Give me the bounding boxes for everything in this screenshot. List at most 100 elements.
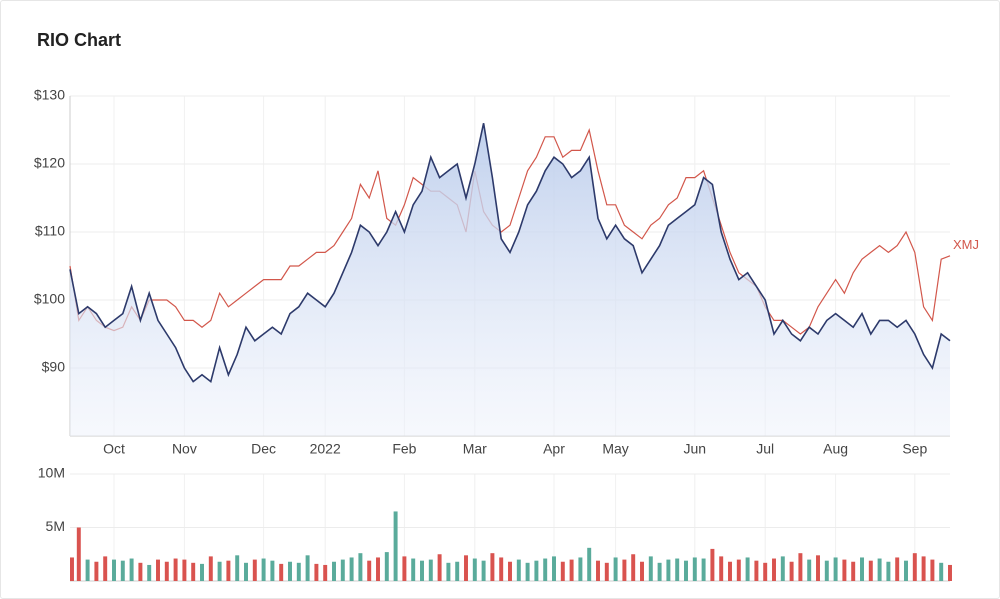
volume-bar — [464, 555, 468, 581]
volume-bar — [648, 556, 653, 581]
area — [70, 123, 950, 436]
volume-bar — [789, 561, 794, 581]
volume-bar — [877, 558, 882, 581]
x-tick-label: Sep — [902, 441, 927, 457]
x-tick-label: Apr — [543, 441, 565, 457]
volume-bar — [710, 548, 715, 581]
volume-bar — [543, 558, 548, 581]
volume-bar — [200, 563, 204, 581]
y-tick-label: $130 — [34, 87, 65, 103]
y-tick-label: $100 — [34, 291, 65, 307]
x-tick-label: Dec — [251, 441, 276, 457]
volume-bar — [754, 560, 759, 581]
volume-bar — [895, 557, 900, 581]
volume-bar — [490, 553, 495, 581]
volume-bar — [499, 557, 504, 581]
volume-bar — [604, 562, 609, 581]
volume-bar — [930, 559, 935, 581]
volume-bar — [156, 559, 160, 581]
volume-bar — [763, 562, 768, 581]
volume-bar — [816, 555, 820, 581]
y-tick-label: $110 — [35, 223, 65, 239]
volume-bar — [587, 547, 592, 581]
volume-bar — [921, 556, 926, 581]
volume-bar — [736, 559, 741, 581]
volume-bar — [296, 562, 301, 581]
volume-bar — [332, 561, 336, 581]
volume-bar — [807, 559, 812, 581]
volume-bar — [701, 558, 706, 581]
x-tick-label: Aug — [823, 441, 848, 457]
volume-bar — [288, 561, 292, 581]
volume-bar — [384, 552, 389, 581]
volume-bar — [129, 558, 134, 581]
volume-bar — [939, 562, 944, 581]
volume-bar — [393, 511, 398, 581]
volume-bar — [94, 561, 99, 581]
volume-bar — [428, 559, 433, 581]
volume-bar — [376, 557, 380, 581]
volume-bar — [904, 560, 908, 581]
volume-bar — [666, 559, 671, 581]
volume-bar — [798, 553, 803, 581]
volume-bar — [508, 561, 512, 581]
volume-bar — [402, 556, 407, 581]
volume-bar — [455, 561, 460, 581]
volume-bar — [112, 559, 116, 581]
volume-bar — [235, 555, 240, 581]
x-tick-label: Feb — [392, 441, 416, 457]
volume-bar — [780, 556, 785, 581]
volume-bar — [173, 558, 178, 581]
volume-bar — [578, 557, 583, 581]
x-tick-label: Oct — [103, 441, 125, 457]
volume-bar — [675, 558, 680, 581]
volume-bar — [314, 563, 319, 581]
volume-bar — [261, 558, 266, 581]
volume-bar — [217, 561, 222, 581]
volume-bar — [120, 560, 125, 581]
volume-bar — [147, 564, 152, 581]
volume-bar — [70, 557, 74, 581]
x-tick-label: Nov — [172, 441, 197, 457]
x-tick-label: 2022 — [310, 441, 341, 457]
y-tick-label: $120 — [34, 155, 65, 171]
volume-bar — [692, 557, 697, 581]
volume-bar — [719, 556, 724, 581]
volume-bar — [534, 560, 539, 581]
y-tick-label: 10M — [38, 465, 65, 481]
volume-bar — [279, 563, 284, 581]
volume-bar — [349, 557, 354, 581]
volume-bar — [270, 560, 275, 581]
volume-bar — [560, 561, 565, 581]
x-tick-label: Jun — [684, 441, 707, 457]
y-tick-label: $90 — [42, 359, 66, 375]
volume-bar — [631, 554, 636, 581]
volume-bar — [948, 564, 952, 581]
volume-bar — [842, 559, 847, 581]
volume-bar — [596, 560, 600, 581]
volume-bar — [516, 559, 521, 581]
volume-bar — [138, 562, 143, 581]
volume-bar — [833, 557, 838, 581]
line — [69, 123, 951, 383]
volume-bar — [525, 562, 530, 581]
volume-bar — [411, 558, 416, 581]
volume-bar — [252, 559, 257, 581]
volume-bar — [226, 560, 231, 581]
volume-bar — [657, 562, 662, 581]
volume-bar — [323, 564, 328, 581]
volume-bar — [728, 561, 732, 581]
y-tick-label: 5M — [46, 518, 65, 534]
x-tick-label: May — [602, 441, 628, 457]
volume-bar — [358, 553, 363, 581]
volume-bar — [420, 560, 424, 581]
chart-title: RIO Chart — [37, 30, 121, 50]
volume-bar — [912, 553, 917, 581]
volume-bar — [860, 557, 864, 581]
volume-bar — [244, 562, 248, 581]
volume-bar — [182, 559, 187, 581]
volume-bar — [481, 560, 486, 581]
line — [69, 128, 951, 335]
volume-bar — [552, 556, 556, 581]
series-label: XMJ — [953, 237, 979, 252]
